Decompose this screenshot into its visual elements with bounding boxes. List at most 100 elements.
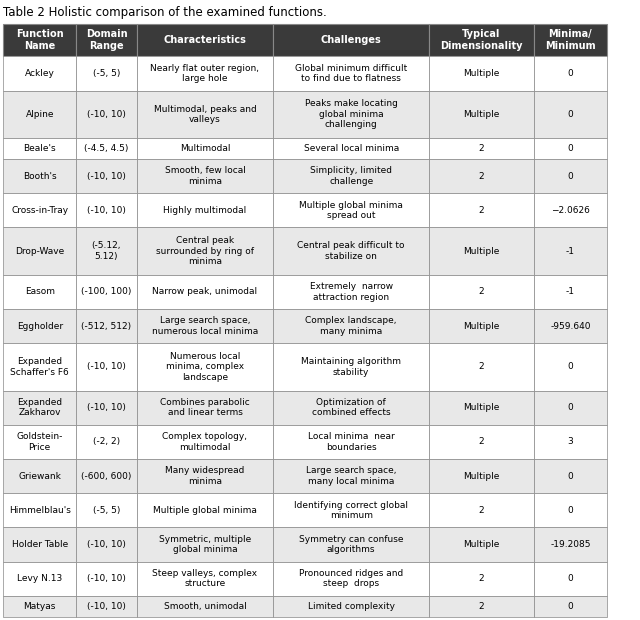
Text: Cross-in-Tray: Cross-in-Tray — [11, 206, 68, 215]
Text: Symmetric, multiple
global minima: Symmetric, multiple global minima — [159, 535, 251, 554]
Text: 2: 2 — [479, 172, 484, 180]
Text: Nearly flat outer region,
large hole: Nearly flat outer region, large hole — [150, 64, 259, 83]
Text: (-10, 10): (-10, 10) — [87, 172, 126, 180]
Text: (-2, 2): (-2, 2) — [93, 438, 120, 446]
Text: Expanded
Schaffer's F6: Expanded Schaffer's F6 — [10, 357, 69, 376]
Text: -959.640: -959.640 — [550, 322, 591, 330]
Text: Central peak
surrounded by ring of
minima: Central peak surrounded by ring of minim… — [156, 236, 254, 266]
Text: Identifying correct global
minimum: Identifying correct global minimum — [294, 500, 408, 520]
Text: 0: 0 — [568, 506, 573, 515]
Text: Combines parabolic
and linear terms: Combines parabolic and linear terms — [160, 398, 250, 417]
Text: −2.0626: −2.0626 — [551, 206, 590, 215]
Text: Booth's: Booth's — [23, 172, 56, 180]
Text: Matyas: Matyas — [24, 602, 56, 611]
Text: Multiple: Multiple — [463, 110, 500, 119]
Text: 2: 2 — [479, 288, 484, 296]
Text: 2: 2 — [479, 206, 484, 215]
Text: Pronounced ridges and
steep  drops: Pronounced ridges and steep drops — [299, 569, 403, 588]
Text: Simplicity, limited
challenge: Simplicity, limited challenge — [310, 167, 392, 186]
Text: Multimodal: Multimodal — [180, 144, 230, 153]
Text: (-4.5, 4.5): (-4.5, 4.5) — [84, 144, 129, 153]
Text: (-10, 10): (-10, 10) — [87, 110, 126, 119]
Text: (-10, 10): (-10, 10) — [87, 403, 126, 412]
Text: Eggholder: Eggholder — [17, 322, 63, 330]
Text: 0: 0 — [568, 69, 573, 78]
Text: 0: 0 — [568, 110, 573, 119]
Text: -1: -1 — [566, 288, 575, 296]
Text: Expanded
Zakharov: Expanded Zakharov — [17, 398, 62, 417]
Text: Goldstein-
Price: Goldstein- Price — [17, 432, 63, 451]
Text: Challenges: Challenges — [321, 35, 381, 45]
Text: Griewank: Griewank — [19, 472, 61, 480]
Text: 0: 0 — [568, 574, 573, 583]
Text: 0: 0 — [568, 472, 573, 480]
Text: Multiple: Multiple — [463, 322, 500, 330]
Text: Peaks make locating
global minima
challenging: Peaks make locating global minima challe… — [305, 99, 397, 129]
Text: 2: 2 — [479, 574, 484, 583]
Text: Smooth, few local
minima: Smooth, few local minima — [164, 167, 245, 186]
Text: Multiple: Multiple — [463, 69, 500, 78]
Text: (-10, 10): (-10, 10) — [87, 574, 126, 583]
Text: Large search space,
many local minima: Large search space, many local minima — [306, 466, 396, 486]
Text: Symmetry can confuse
algorithms: Symmetry can confuse algorithms — [299, 535, 403, 554]
Text: Large search space,
numerous local minima: Large search space, numerous local minim… — [152, 316, 258, 336]
Text: Multiple: Multiple — [463, 403, 500, 412]
Text: Smooth, unimodal: Smooth, unimodal — [164, 602, 246, 611]
Text: (-10, 10): (-10, 10) — [87, 363, 126, 371]
Text: (-5.12,
5.12): (-5.12, 5.12) — [92, 241, 121, 261]
Text: Maintaining algorithm
stability: Maintaining algorithm stability — [301, 357, 401, 376]
Text: Alpine: Alpine — [26, 110, 54, 119]
Text: (-10, 10): (-10, 10) — [87, 602, 126, 611]
Text: (-5, 5): (-5, 5) — [93, 69, 120, 78]
Text: Extremely  narrow
attraction region: Extremely narrow attraction region — [310, 282, 393, 302]
Text: Numerous local
minima, complex
landscape: Numerous local minima, complex landscape — [166, 352, 244, 382]
Text: Complex topology,
multimodal: Complex topology, multimodal — [163, 432, 248, 451]
Text: Complex landscape,
many minima: Complex landscape, many minima — [305, 316, 397, 336]
Text: Function
Name: Function Name — [16, 29, 63, 51]
Text: (-100, 100): (-100, 100) — [81, 288, 132, 296]
Text: 3: 3 — [568, 438, 573, 446]
Text: Table 2 Holistic comparison of the examined functions.: Table 2 Holistic comparison of the exami… — [3, 6, 327, 19]
Text: 2: 2 — [479, 602, 484, 611]
Text: Limited complexity: Limited complexity — [308, 602, 395, 611]
Text: 2: 2 — [479, 438, 484, 446]
Text: 0: 0 — [568, 144, 573, 153]
Text: Multiple: Multiple — [463, 247, 500, 255]
Text: 2: 2 — [479, 506, 484, 515]
Text: Local minima  near
boundaries: Local minima near boundaries — [308, 432, 394, 451]
Text: -19.2085: -19.2085 — [550, 540, 591, 549]
Text: Beale's: Beale's — [24, 144, 56, 153]
Text: Multiple global minima: Multiple global minima — [153, 506, 257, 515]
Text: Multiple: Multiple — [463, 540, 500, 549]
Text: 0: 0 — [568, 172, 573, 180]
Text: (-5, 5): (-5, 5) — [93, 506, 120, 515]
Text: Several local minima: Several local minima — [303, 144, 399, 153]
Text: 0: 0 — [568, 602, 573, 611]
Text: (-600, 600): (-600, 600) — [81, 472, 132, 480]
Text: Himmelblau's: Himmelblau's — [9, 506, 70, 515]
Text: 0: 0 — [568, 403, 573, 412]
Text: Global minimum difficult
to find due to flatness: Global minimum difficult to find due to … — [295, 64, 407, 83]
Text: -1: -1 — [566, 247, 575, 255]
Text: Domain
Range: Domain Range — [86, 29, 127, 51]
Text: (-512, 512): (-512, 512) — [81, 322, 132, 330]
Text: Drop-Wave: Drop-Wave — [15, 247, 65, 255]
Text: Central peak difficult to
stabilize on: Central peak difficult to stabilize on — [298, 241, 405, 261]
Text: Minima/
Minimum: Minima/ Minimum — [545, 29, 596, 51]
Text: Highly multimodal: Highly multimodal — [163, 206, 246, 215]
Text: Many widespread
minima: Many widespread minima — [165, 466, 244, 486]
Text: Characteristics: Characteristics — [164, 35, 246, 45]
Text: 0: 0 — [568, 363, 573, 371]
Text: Steep valleys, complex
structure: Steep valleys, complex structure — [152, 569, 257, 588]
Text: (-10, 10): (-10, 10) — [87, 206, 126, 215]
Text: Multiple: Multiple — [463, 472, 500, 480]
Text: Typical
Dimensionality: Typical Dimensionality — [440, 29, 523, 51]
Text: Holder Table: Holder Table — [12, 540, 68, 549]
Text: 2: 2 — [479, 144, 484, 153]
Text: Multiple global minima
spread out: Multiple global minima spread out — [300, 201, 403, 220]
Text: (-10, 10): (-10, 10) — [87, 540, 126, 549]
Text: Optimization of
combined effects: Optimization of combined effects — [312, 398, 390, 417]
Text: Narrow peak, unimodal: Narrow peak, unimodal — [152, 288, 257, 296]
Text: Easom: Easom — [25, 288, 55, 296]
Text: Multimodal, peaks and
valleys: Multimodal, peaks and valleys — [154, 105, 257, 124]
